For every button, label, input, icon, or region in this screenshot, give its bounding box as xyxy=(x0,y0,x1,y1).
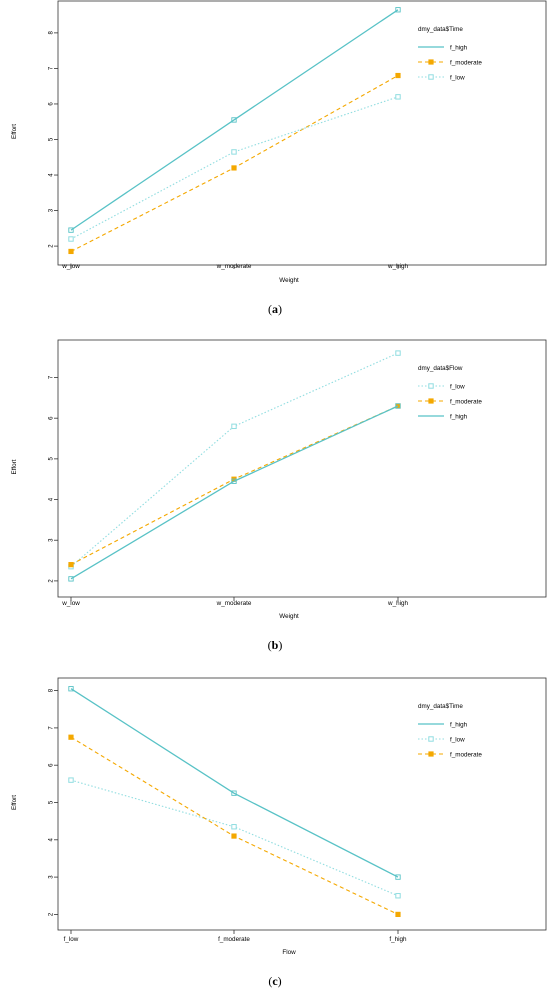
data-point-f_high xyxy=(231,478,237,484)
legend-label-f_moderate: f_moderate xyxy=(450,751,482,758)
legend-label-f_low: f_low xyxy=(450,383,465,390)
legend-marker-f_low xyxy=(428,736,434,742)
legend-label-f_low: f_low xyxy=(450,74,465,81)
chart-c: 2 3 4 5 6 7 8 f_low f_moderate f_high Flow Effort dm… xyxy=(11,677,547,956)
plot-frame xyxy=(57,339,547,598)
plot-frame xyxy=(57,677,547,931)
data-point-f_low xyxy=(68,236,74,242)
y-tick-label: 5 xyxy=(49,800,55,804)
caption-letter: b xyxy=(271,638,279,652)
y-tick-label: 6 xyxy=(49,102,55,106)
chart-panel-c: 2 3 4 5 6 7 8 f_low f_moderate f_high Flow Effort dm… xyxy=(0,668,550,993)
legend-label-f_high: f_high xyxy=(450,721,468,728)
data-point-f_low xyxy=(231,824,237,830)
y-tick-label: 7 xyxy=(49,375,55,379)
chart-panel-b: 2 3 4 5 6 7 w_low w_moderate w_high Weight Effort d… xyxy=(0,330,550,660)
legend-label-f_moderate: f_moderate xyxy=(450,59,482,66)
x-tick-label: f_high xyxy=(389,936,407,943)
data-point-f_high xyxy=(68,686,74,692)
y-tick-label: 7 xyxy=(49,726,55,730)
legend-label-f_high: f_high xyxy=(450,44,468,51)
series-line-f_high xyxy=(70,9,399,231)
chart-a: 2 3 4 5 6 7 8 w_low w_moderate w_high Weight Effort… xyxy=(11,0,547,284)
caption-letter: a xyxy=(272,302,278,316)
y-tick-label: 5 xyxy=(49,457,55,461)
data-point-f_low xyxy=(395,94,401,100)
data-point-f_high xyxy=(68,576,74,582)
data-point-f_high xyxy=(395,403,401,409)
y-tick-label: 4 xyxy=(49,837,55,841)
caption-b: (b) xyxy=(267,638,283,652)
y-tick-label: 6 xyxy=(49,763,55,767)
x-tick-label: w_high xyxy=(387,600,408,607)
caption-c: (c) xyxy=(268,974,282,988)
series-line-f_low xyxy=(70,352,399,568)
x-tick-label: f_moderate xyxy=(218,936,250,943)
legend-title: dmy_data$Time xyxy=(418,26,463,33)
data-point-f_moderate xyxy=(231,833,237,839)
x-tick-label: w_moderate xyxy=(216,263,252,270)
y-tick-label: 2 xyxy=(49,912,55,916)
chart-b: 2 3 4 5 6 7 w_low w_moderate w_high Weight Effort d… xyxy=(11,339,547,620)
series-line-f_high xyxy=(70,405,399,580)
y-tick-label: 4 xyxy=(49,173,55,177)
data-point-f_low xyxy=(68,777,74,783)
legend-label-f_low: f_low xyxy=(450,736,465,743)
x-tick-label: w_low xyxy=(61,263,80,270)
x-tick-label: f_low xyxy=(64,936,79,943)
data-point-f_high xyxy=(231,117,237,123)
y-tick-label: 8 xyxy=(49,688,55,692)
x-tick-label: w_low xyxy=(61,600,80,607)
data-point-f_moderate xyxy=(68,248,74,255)
legend-marker-f_moderate xyxy=(428,751,434,757)
legend-marker-f_moderate xyxy=(428,398,434,404)
data-point-f_low xyxy=(231,149,237,155)
x-axis-label: Weight xyxy=(279,613,299,620)
data-point-f_high xyxy=(395,874,401,880)
data-point-f_high xyxy=(68,227,74,233)
y-tick-label: 2 xyxy=(49,579,55,583)
legend-label-f_moderate: f_moderate xyxy=(450,398,482,405)
data-point-f_moderate xyxy=(68,734,74,740)
data-point-f_moderate xyxy=(68,562,74,568)
caption-a: (a) xyxy=(268,302,282,316)
series-line-f_moderate xyxy=(70,405,399,566)
series-line-f_moderate xyxy=(70,75,399,252)
x-tick-label: w_high xyxy=(387,263,408,270)
y-tick-label: 6 xyxy=(49,416,55,420)
caption-letter: c xyxy=(272,974,278,988)
data-point-f_moderate xyxy=(231,165,237,171)
series-line-f_low xyxy=(70,779,399,897)
x-axis-label: Weight xyxy=(279,277,299,284)
legend-title: dmy_data$Flow xyxy=(418,365,463,372)
legend-marker-f_moderate xyxy=(428,59,434,65)
x-axis-label: Flow xyxy=(282,949,296,956)
data-point-f_high xyxy=(395,7,401,13)
plot-frame xyxy=(57,0,547,266)
data-point-f_low xyxy=(395,893,401,899)
y-tick-label: 8 xyxy=(49,31,55,35)
chart-panel-a: 2 3 4 5 6 7 8 w_low w_moderate w_high Weight Effort… xyxy=(0,0,550,330)
series-line-f_high xyxy=(70,688,399,878)
y-tick-label: 7 xyxy=(49,66,55,70)
y-tick-label: 4 xyxy=(49,497,55,501)
y-tick-label: 3 xyxy=(49,875,55,879)
x-tick-label: w_moderate xyxy=(216,600,252,607)
legend-marker-f_low xyxy=(428,74,434,80)
legend-marker-f_low xyxy=(428,383,434,389)
data-point-f_moderate xyxy=(395,72,401,79)
y-tick-label: 2 xyxy=(49,244,55,248)
data-point-f_moderate xyxy=(395,911,401,918)
legend-title: dmy_data$Time xyxy=(418,703,463,710)
y-tick-label: 5 xyxy=(49,137,55,141)
y-axis-label: Effort xyxy=(11,795,18,810)
data-point-f_low xyxy=(395,350,401,356)
data-point-f_high xyxy=(231,790,237,796)
y-tick-label: 3 xyxy=(49,208,55,212)
y-axis-label: Effort xyxy=(11,459,18,474)
legend-label-f_high: f_high xyxy=(450,413,468,420)
y-tick-label: 3 xyxy=(49,538,55,542)
data-point-f_low xyxy=(231,423,237,430)
y-axis-label: Effort xyxy=(11,124,18,139)
